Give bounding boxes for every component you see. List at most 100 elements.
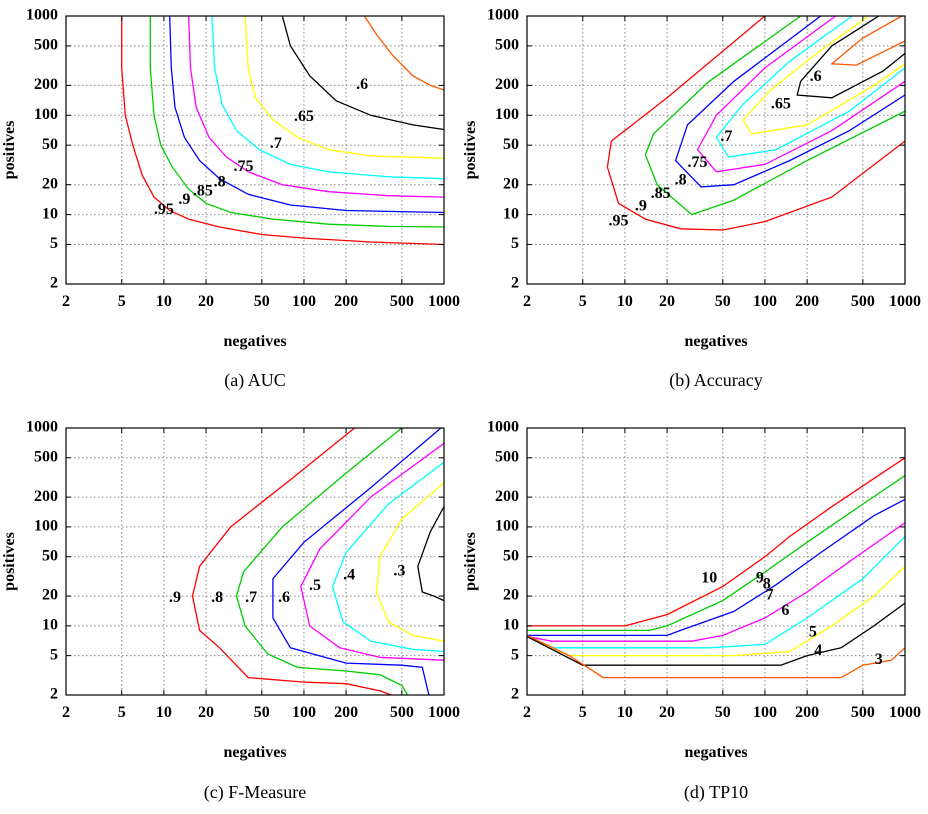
y-tick-label: 20 (42, 587, 58, 604)
x-tick-label: 5 (118, 704, 126, 721)
x-tick-label: 1000 (428, 704, 460, 721)
y-tick-label: 100 (34, 106, 58, 123)
y-tick-label: 1000 (26, 7, 58, 24)
x-tick-label: 500 (390, 704, 414, 721)
x-tick-label: 200 (334, 704, 358, 721)
contour-label: 8 (763, 575, 771, 592)
x-tick-label: 5 (118, 293, 126, 310)
contour-line-8 (696, 16, 905, 173)
contour-label: .3 (393, 563, 405, 580)
contour-line-7 (527, 522, 905, 642)
x-tick-label: 2 (62, 293, 70, 310)
x-tick-label: 10 (617, 293, 633, 310)
contour-label: .8 (214, 173, 226, 190)
x-tick-label: 50 (715, 704, 731, 721)
y-tick-label: 500 (495, 448, 519, 465)
plot-frame (65, 15, 445, 285)
x-tick-label: 5 (579, 293, 587, 310)
contour-line-8 (527, 498, 905, 637)
contour-line-6 (527, 536, 905, 649)
x-axis-label: negatives (223, 333, 286, 350)
x-tick-label: 200 (795, 293, 819, 310)
y-tick-label: 50 (503, 547, 519, 564)
contour-line-7 (272, 428, 442, 695)
x-axis-label: negatives (223, 744, 286, 761)
contour-label: .9 (169, 589, 181, 606)
y-axis-label: positives (1, 121, 18, 180)
x-tick-label: 20 (659, 293, 675, 310)
contour-label: .85 (651, 185, 671, 202)
contour-line-85 (674, 16, 905, 188)
panel-caption: (d) TP10 (684, 782, 748, 803)
x-tick-label: 50 (254, 704, 270, 721)
contour-line-8 (187, 16, 444, 198)
contour-label: .85 (193, 182, 213, 199)
y-tick-label: 1000 (26, 419, 58, 436)
x-tick-label: 20 (659, 704, 675, 721)
contour-line-5 (331, 461, 444, 653)
contour-label: 4 (814, 642, 822, 659)
x-tick-label: 5 (579, 704, 587, 721)
y-tick-label: 100 (34, 518, 58, 535)
plot-frame (526, 15, 906, 285)
contour-label: .7 (245, 589, 257, 606)
x-tick-label: 1000 (889, 293, 921, 310)
contour-line-4 (527, 602, 905, 666)
x-tick-label: 200 (795, 704, 819, 721)
contour-line-7 (244, 16, 444, 159)
y-tick-label: 10 (503, 617, 519, 634)
contour-label: .75 (688, 154, 708, 171)
contour-line-9 (149, 16, 444, 228)
contour-line-10 (527, 457, 905, 627)
x-tick-label: 100 (292, 293, 316, 310)
contour-line-85 (169, 16, 444, 214)
contour-label: .9 (635, 197, 647, 214)
x-tick-label: 2 (62, 704, 70, 721)
x-tick-label: 100 (753, 704, 777, 721)
x-tick-label: 50 (254, 293, 270, 310)
x-tick-label: 2 (523, 293, 531, 310)
y-tick-label: 10 (503, 205, 519, 222)
x-tick-label: 10 (156, 293, 172, 310)
y-tick-label: 20 (503, 587, 519, 604)
x-tick-label: 50 (715, 293, 731, 310)
contour-line-3 (417, 506, 444, 602)
x-tick-label: 500 (390, 293, 414, 310)
y-tick-label: 200 (34, 76, 58, 93)
x-tick-label: 500 (851, 704, 875, 721)
contour-line-75 (211, 16, 444, 180)
y-tick-label: 500 (34, 448, 58, 465)
contour-label: .5 (309, 577, 321, 594)
contour-line-6 (830, 16, 905, 66)
panel-caption: (b) Accuracy (669, 370, 762, 391)
y-tick-label: 1000 (487, 419, 519, 436)
panel-caption: (c) F-Measure (204, 782, 306, 803)
y-tick-label: 2 (50, 686, 58, 703)
x-tick-label: 200 (334, 293, 358, 310)
contour-line-3 (527, 634, 905, 679)
x-tick-label: 20 (198, 704, 214, 721)
y-tick-label: 50 (42, 136, 58, 153)
y-tick-label: 100 (495, 518, 519, 535)
contour-label: .65 (294, 108, 314, 125)
contour-label: .65 (771, 95, 791, 112)
y-tick-label: 50 (42, 547, 58, 564)
contour-line-65 (281, 16, 444, 131)
contour-label: 6 (781, 602, 789, 619)
y-tick-label: 2 (511, 275, 519, 292)
y-tick-label: 5 (511, 235, 519, 252)
y-tick-label: 500 (495, 37, 519, 54)
contour-line-6 (363, 16, 444, 91)
contour-label: .7 (270, 135, 282, 152)
y-tick-label: 2 (50, 275, 58, 292)
contour-line-75 (715, 16, 905, 158)
contour-label: .4 (343, 567, 355, 584)
x-tick-label: 100 (753, 293, 777, 310)
grid (66, 16, 444, 284)
contour-label: .6 (356, 76, 368, 93)
x-tick-label: 10 (156, 704, 172, 721)
contour-label: .75 (233, 158, 253, 175)
contour-label: .95 (154, 201, 174, 218)
contour-line-95 (121, 16, 444, 246)
